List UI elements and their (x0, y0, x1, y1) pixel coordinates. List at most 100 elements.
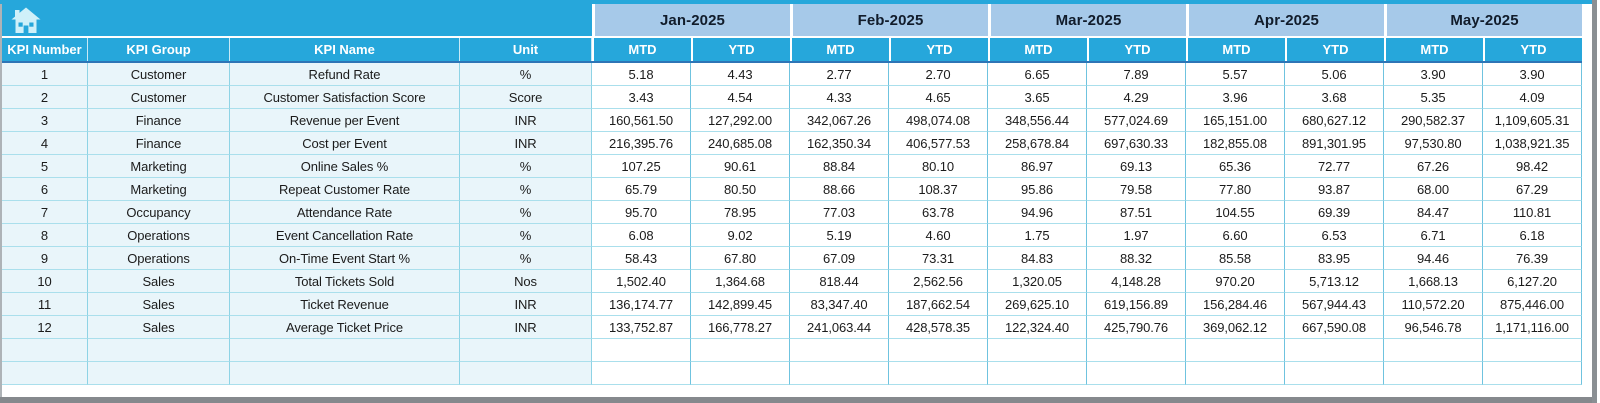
kpi-number-cell[interactable]: 1 (2, 63, 88, 86)
value-cell[interactable]: 425,790.76 (1087, 316, 1186, 339)
kpi-name-cell[interactable]: Repeat Customer Rate (230, 178, 460, 201)
value-cell[interactable]: 90.61 (691, 155, 790, 178)
kpi-name-cell[interactable]: Refund Rate (230, 63, 460, 86)
value-cell[interactable]: 258,678.84 (988, 132, 1087, 155)
value-cell[interactable]: 7.89 (1087, 63, 1186, 86)
kpi-number-cell[interactable]: 11 (2, 293, 88, 316)
value-cell[interactable]: 6.65 (988, 63, 1087, 86)
kpi-number-cell[interactable] (2, 339, 88, 362)
col-header-unit[interactable]: Unit (460, 38, 592, 61)
value-cell[interactable] (592, 339, 691, 362)
sub-header-mtd[interactable]: MTD (790, 38, 889, 61)
unit-cell[interactable]: INR (460, 109, 592, 132)
value-cell[interactable]: 348,556.44 (988, 109, 1087, 132)
kpi-name-cell[interactable]: Total Tickets Sold (230, 270, 460, 293)
kpi-number-cell[interactable]: 12 (2, 316, 88, 339)
value-cell[interactable]: 269,625.10 (988, 293, 1087, 316)
sub-header-mtd[interactable]: MTD (592, 38, 691, 61)
value-cell[interactable] (691, 339, 790, 362)
value-cell[interactable]: 4.29 (1087, 86, 1186, 109)
value-cell[interactable]: 88.84 (790, 155, 889, 178)
kpi-group-cell[interactable]: Finance (88, 109, 230, 132)
value-cell[interactable]: 3.65 (988, 86, 1087, 109)
value-cell[interactable]: 110,572.20 (1384, 293, 1483, 316)
unit-cell[interactable]: % (460, 63, 592, 86)
value-cell[interactable]: 9.02 (691, 224, 790, 247)
month-header[interactable]: Jan-2025 (592, 4, 790, 36)
kpi-group-cell[interactable]: Sales (88, 316, 230, 339)
value-cell[interactable] (1186, 362, 1285, 385)
value-cell[interactable]: 216,395.76 (592, 132, 691, 155)
value-cell[interactable] (790, 362, 889, 385)
value-cell[interactable]: 85.58 (1186, 247, 1285, 270)
col-header-kpi-number[interactable]: KPI Number (2, 38, 88, 61)
value-cell[interactable]: 73.31 (889, 247, 988, 270)
value-cell[interactable]: 697,630.33 (1087, 132, 1186, 155)
kpi-group-cell[interactable]: Customer (88, 86, 230, 109)
sub-header-ytd[interactable]: YTD (1285, 38, 1384, 61)
value-cell[interactable]: 406,577.53 (889, 132, 988, 155)
value-cell[interactable]: 67.29 (1483, 178, 1582, 201)
kpi-number-cell[interactable]: 9 (2, 247, 88, 270)
value-cell[interactable]: 3.68 (1285, 86, 1384, 109)
value-cell[interactable]: 69.39 (1285, 201, 1384, 224)
unit-cell[interactable]: % (460, 201, 592, 224)
value-cell[interactable]: 83,347.40 (790, 293, 889, 316)
kpi-name-cell[interactable] (230, 362, 460, 385)
value-cell[interactable]: 1.75 (988, 224, 1087, 247)
value-cell[interactable]: 83.95 (1285, 247, 1384, 270)
value-cell[interactable] (1483, 339, 1582, 362)
value-cell[interactable]: 2.70 (889, 63, 988, 86)
value-cell[interactable]: 84.83 (988, 247, 1087, 270)
value-cell[interactable]: 290,582.37 (1384, 109, 1483, 132)
value-cell[interactable]: 3.90 (1483, 63, 1582, 86)
value-cell[interactable]: 96,546.78 (1384, 316, 1483, 339)
value-cell[interactable]: 77.80 (1186, 178, 1285, 201)
unit-cell[interactable]: INR (460, 132, 592, 155)
value-cell[interactable]: 619,156.89 (1087, 293, 1186, 316)
sub-header-ytd[interactable]: YTD (889, 38, 988, 61)
unit-cell[interactable]: % (460, 178, 592, 201)
value-cell[interactable]: 88.32 (1087, 247, 1186, 270)
value-cell[interactable]: 182,855.08 (1186, 132, 1285, 155)
value-cell[interactable] (1483, 362, 1582, 385)
value-cell[interactable]: 63.78 (889, 201, 988, 224)
kpi-group-cell[interactable]: Occupancy (88, 201, 230, 224)
value-cell[interactable]: 1,502.40 (592, 270, 691, 293)
kpi-group-cell[interactable] (88, 339, 230, 362)
unit-cell[interactable]: Score (460, 86, 592, 109)
value-cell[interactable]: 156,284.46 (1186, 293, 1285, 316)
value-cell[interactable]: 1.97 (1087, 224, 1186, 247)
value-cell[interactable]: 875,446.00 (1483, 293, 1582, 316)
value-cell[interactable] (691, 362, 790, 385)
value-cell[interactable]: 80.50 (691, 178, 790, 201)
kpi-name-cell[interactable]: Revenue per Event (230, 109, 460, 132)
value-cell[interactable]: 87.51 (1087, 201, 1186, 224)
value-cell[interactable]: 1,668.13 (1384, 270, 1483, 293)
value-cell[interactable]: 2,562.56 (889, 270, 988, 293)
value-cell[interactable]: 79.58 (1087, 178, 1186, 201)
value-cell[interactable] (790, 339, 889, 362)
sub-header-mtd[interactable]: MTD (1186, 38, 1285, 61)
value-cell[interactable]: 5.35 (1384, 86, 1483, 109)
value-cell[interactable]: 1,038,921.35 (1483, 132, 1582, 155)
unit-cell[interactable]: % (460, 155, 592, 178)
value-cell[interactable]: 88.66 (790, 178, 889, 201)
sub-header-mtd[interactable]: MTD (988, 38, 1087, 61)
value-cell[interactable]: 86.97 (988, 155, 1087, 178)
value-cell[interactable]: 6.08 (592, 224, 691, 247)
home-button[interactable] (2, 4, 592, 36)
value-cell[interactable]: 5.19 (790, 224, 889, 247)
value-cell[interactable]: 162,350.34 (790, 132, 889, 155)
value-cell[interactable] (1087, 339, 1186, 362)
value-cell[interactable]: 4.60 (889, 224, 988, 247)
kpi-number-cell[interactable] (2, 362, 88, 385)
value-cell[interactable]: 1,364.68 (691, 270, 790, 293)
sub-header-ytd[interactable]: YTD (1483, 38, 1582, 61)
value-cell[interactable] (1384, 362, 1483, 385)
value-cell[interactable]: 4.65 (889, 86, 988, 109)
value-cell[interactable]: 94.96 (988, 201, 1087, 224)
value-cell[interactable]: 1,171,116.00 (1483, 316, 1582, 339)
value-cell[interactable]: 80.10 (889, 155, 988, 178)
value-cell[interactable]: 4.54 (691, 86, 790, 109)
